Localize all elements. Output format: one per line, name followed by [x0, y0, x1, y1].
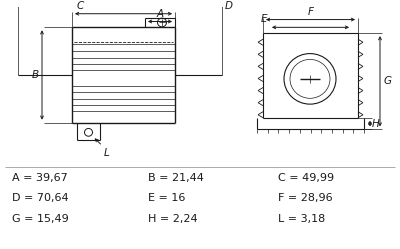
Text: D: D — [225, 1, 233, 11]
Text: F: F — [308, 7, 314, 17]
Text: F = 28,96: F = 28,96 — [278, 193, 333, 203]
Text: G: G — [384, 76, 392, 86]
Text: H: H — [372, 119, 380, 128]
Text: A: A — [156, 8, 164, 19]
Text: A = 39,67: A = 39,67 — [12, 173, 68, 183]
Text: C: C — [77, 1, 84, 11]
Text: E = 16: E = 16 — [148, 193, 185, 203]
Text: L: L — [104, 148, 109, 158]
Text: B: B — [32, 70, 38, 80]
Text: H = 2,24: H = 2,24 — [148, 214, 198, 224]
Text: E: E — [260, 14, 267, 24]
Text: G = 15,49: G = 15,49 — [12, 214, 69, 224]
Text: C = 49,99: C = 49,99 — [278, 173, 334, 183]
Text: D = 70,64: D = 70,64 — [12, 193, 69, 203]
Text: B = 21,44: B = 21,44 — [148, 173, 204, 183]
Text: L = 3,18: L = 3,18 — [278, 214, 325, 224]
